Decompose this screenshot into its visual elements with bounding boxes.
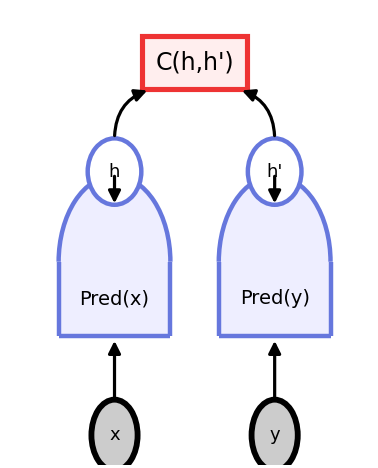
Text: h': h': [266, 162, 283, 181]
Text: y: y: [270, 426, 280, 444]
Text: Pred(x): Pred(x): [79, 289, 150, 308]
Polygon shape: [59, 176, 170, 262]
Text: Pred(y): Pred(y): [240, 289, 310, 308]
Bar: [219, 262, 330, 336]
Polygon shape: [219, 176, 330, 262]
Ellipse shape: [252, 400, 298, 468]
Bar: [59, 262, 170, 336]
Ellipse shape: [91, 400, 138, 468]
Ellipse shape: [88, 139, 141, 205]
Text: x: x: [109, 426, 120, 444]
Text: h: h: [109, 162, 120, 181]
Bar: [143, 37, 247, 89]
Text: C(h,h'): C(h,h'): [155, 51, 234, 75]
Ellipse shape: [248, 139, 302, 205]
